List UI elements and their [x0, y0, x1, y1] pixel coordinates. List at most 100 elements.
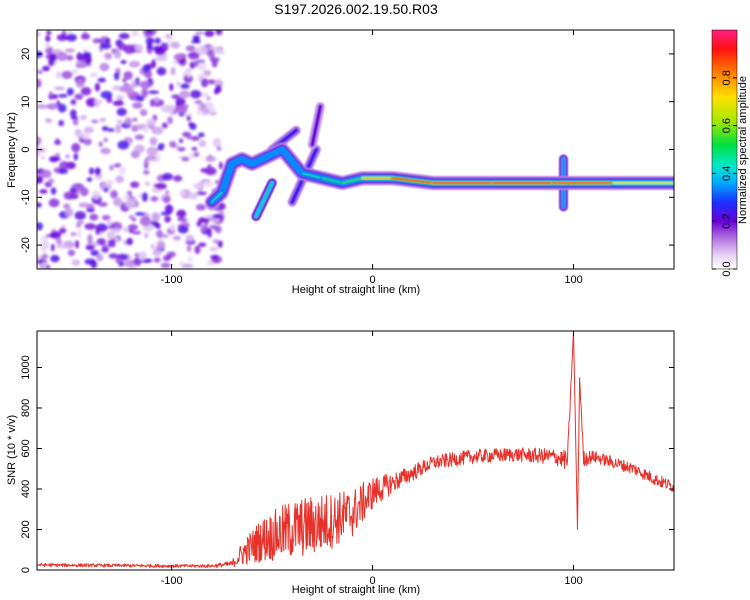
heatmap-noise-cell	[77, 228, 82, 238]
heatmap-noise-cell	[50, 187, 57, 195]
heatmap-noise-cell	[79, 132, 91, 140]
y-tick-label: 400	[20, 480, 32, 498]
colorbar-tick-label: 0.8	[721, 70, 733, 85]
heatmap-noise-cell	[162, 196, 171, 204]
heatmap-noise-cell	[205, 96, 212, 101]
spectrogram-ridge	[204, 142, 674, 210]
heatmap-noise-cell	[198, 139, 207, 148]
heatmap-noise-cell	[122, 78, 127, 83]
snr-x-axis: -100 0 100	[161, 331, 583, 587]
heatmap-noise-cell	[56, 51, 68, 62]
heatmap-noise-cell	[129, 95, 137, 100]
heatmap-noise-cell	[142, 64, 151, 73]
colorbar-tick-label: 0.0	[721, 261, 733, 276]
heatmap-noise-cell	[131, 30, 139, 37]
heatmap-noise-cell	[190, 135, 200, 142]
heatmap-noise-cell	[82, 51, 92, 58]
heatmap-noise-cell	[115, 175, 124, 184]
heatmap-noise-cell	[156, 146, 165, 151]
heatmap-noise-cell	[131, 230, 142, 235]
heatmap-noise-cell	[123, 262, 135, 268]
heatmap-noise-cell	[209, 246, 219, 252]
heatmap-noise-cell	[170, 66, 176, 76]
heatmap-noise-cell	[188, 192, 199, 199]
heatmap-noise-cell	[41, 261, 47, 269]
heatmap-noise-cell	[70, 116, 79, 121]
heatmap-noise-cell	[164, 215, 172, 223]
heatmap-noise-cell	[139, 109, 148, 117]
heatmap-noise-cell	[179, 90, 191, 99]
heatmap-noise-cell	[178, 190, 187, 196]
heatmap-noise-cell	[72, 118, 79, 126]
heatmap-noise-cell	[40, 155, 46, 160]
heatmap-noise-cell	[46, 103, 59, 110]
heatmap-noise-cell	[190, 89, 202, 99]
heatmap-noise-cell	[124, 193, 130, 202]
heatmap-noise-cell	[80, 187, 89, 197]
heatmap-noise-cell	[150, 196, 159, 202]
x-tick-label: 100	[564, 274, 582, 286]
heatmap-noise-cell	[173, 53, 183, 61]
heatmap-streak	[310, 104, 323, 147]
heatmap-noise-cell	[173, 175, 183, 182]
heatmap-noise-cell	[150, 243, 155, 249]
heatmap-noise-cell	[66, 87, 74, 96]
y-tick-label: 0	[20, 567, 32, 573]
heatmap-noise-cell	[153, 183, 163, 188]
heatmap-noise-cell	[65, 154, 70, 159]
heatmap-noise-cell	[186, 134, 193, 140]
heatmap-noise-cell	[118, 166, 127, 176]
heatmap-noise-cell	[212, 239, 219, 244]
heatmap-noise-cell	[86, 208, 95, 213]
heatmap-noise-cell	[55, 138, 60, 146]
heatmap-noise-cell	[74, 211, 86, 220]
heatmap-noise-cell	[144, 157, 149, 168]
heatmap-noise-cell	[96, 238, 106, 246]
y-tick-label: 800	[20, 399, 32, 417]
y-tick-label: -20	[20, 237, 32, 253]
y-tick-label: 200	[20, 520, 32, 538]
ridge-peak-segment	[210, 191, 223, 204]
heatmap-noise-cell	[196, 220, 202, 227]
heatmap-noise-cell	[80, 87, 92, 96]
ridge-peak-segment	[301, 172, 324, 180]
y-tick-label: -10	[20, 189, 32, 205]
heatmap-noise-cell	[75, 78, 85, 89]
heatmap-noise-cell	[37, 148, 46, 153]
x-tick-label: 0	[370, 274, 376, 286]
heatmap-noise-cell	[57, 103, 67, 113]
heatmap-noise-cell	[145, 118, 157, 127]
heatmap-noise-cell	[167, 116, 173, 125]
heatmap-noise-cell	[96, 253, 104, 262]
snr-y-axis: 0 200 400 600 800 1000	[20, 355, 674, 573]
x-tick-label: -100	[161, 274, 183, 286]
heatmap-noise-cell	[107, 239, 113, 248]
colorbar: 0.0 0.2 0.4 0.6 0.8 Normalized spectral ampl…	[711, 29, 749, 277]
heatmap-noise-cell	[144, 258, 153, 263]
colorbar-tick-label: 0.6	[721, 118, 733, 133]
heatmap-noise-cell	[153, 257, 161, 263]
heatmap-noise-cell	[90, 249, 100, 256]
heatmap-noise-cell	[198, 242, 207, 248]
heatmap-noise-cell	[48, 198, 60, 208]
heatmap-noise-cell	[44, 42, 50, 49]
colorbar-tick-label: 0.2	[721, 214, 733, 229]
heatmap-noise-cell	[202, 180, 214, 188]
heatmap-noise-cell	[83, 126, 95, 134]
heatmap-noise-cell	[102, 244, 108, 248]
heatmap-noise-cell	[171, 41, 180, 49]
heatmap-noise-cell	[180, 83, 190, 89]
heatmap-noise-cell	[94, 82, 101, 92]
heatmap-noise-cell	[128, 60, 141, 68]
heatmap-noise-cell	[194, 100, 203, 105]
heatmap-noise-cell	[142, 126, 149, 133]
snr-y-axis-title: SNR (10 * v/v)	[6, 415, 18, 485]
heatmap-noise-cell	[171, 94, 181, 100]
heatmap-noise-cell	[211, 60, 218, 68]
heatmap-noise-cell	[134, 144, 145, 153]
heatmap-noise-cell	[115, 123, 122, 134]
heatmap-noise-cell	[198, 132, 205, 138]
heatmap-noise-cell	[207, 79, 216, 85]
heatmap-noise-cell	[71, 259, 81, 266]
